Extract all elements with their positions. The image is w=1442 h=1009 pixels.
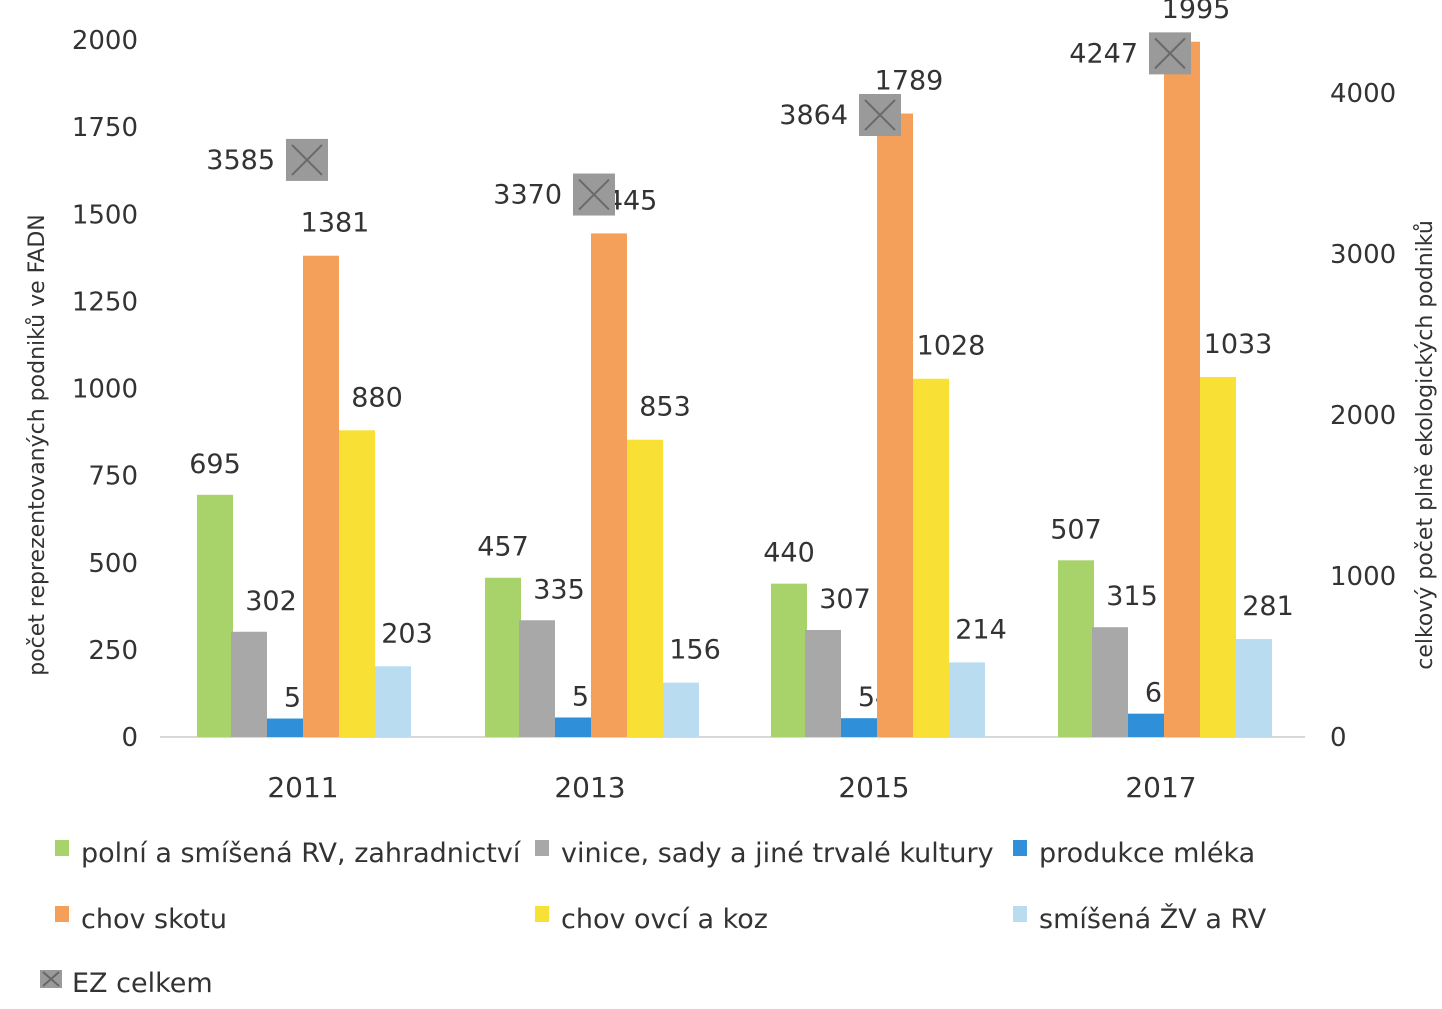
data-label: 457 — [477, 532, 529, 563]
y-tick-label: 1250 — [72, 287, 138, 317]
legend-label: polní a smíšená RV, zahradnictví — [81, 838, 522, 869]
data-label: 307 — [819, 584, 871, 615]
bar-mleko — [555, 717, 591, 737]
legend-label: smíšená ŽV a RV — [1039, 903, 1267, 935]
legend-marker-cross — [42, 971, 60, 987]
bar-vinice — [805, 630, 841, 737]
legend-swatch-smisena — [1013, 906, 1027, 922]
data-label: 507 — [1050, 514, 1102, 545]
ez-marker — [286, 138, 328, 181]
y-tick-label: 500 — [88, 549, 138, 579]
x-tick-label: 2011 — [267, 771, 338, 804]
bar-mleko — [267, 718, 303, 737]
legend-label: produkce mléka — [1039, 838, 1255, 869]
data-label: 853 — [639, 392, 691, 423]
data-label: 880 — [351, 382, 403, 413]
ez-data-label: 3370 — [493, 180, 562, 211]
y-tick-label: 0 — [121, 723, 138, 753]
bar-ovce — [627, 439, 663, 737]
bar-skot — [1164, 41, 1200, 738]
y2-tick-label: 1000 — [1330, 562, 1396, 592]
bar-mleko — [1128, 713, 1164, 737]
y-tick-label: 2000 — [72, 26, 138, 56]
data-label: 1033 — [1204, 329, 1273, 360]
data-label: 440 — [763, 538, 815, 569]
x-tick-label: 2015 — [838, 771, 909, 804]
data-label: 315 — [1106, 581, 1158, 612]
legend-label: EZ celkem — [72, 968, 213, 999]
y-tick-label: 750 — [88, 462, 138, 492]
bar-skot — [591, 233, 627, 738]
bar-polni — [197, 494, 233, 737]
bar-skot — [303, 255, 339, 737]
bar-vinice — [231, 631, 267, 737]
data-label: 1381 — [301, 208, 370, 239]
data-label: 156 — [669, 635, 721, 666]
legend-label: vinice, sady a jiné trvalé kultury — [561, 838, 994, 869]
data-label: 335 — [533, 574, 585, 605]
y-axis-title: počet reprezentovaných podniků ve FADN — [25, 214, 50, 676]
y2-tick-label: 2000 — [1330, 401, 1396, 431]
bar-smisena — [375, 666, 411, 737]
bar-ovce — [339, 430, 375, 737]
data-label: 1789 — [875, 66, 944, 97]
x-tick-label: 2013 — [554, 771, 625, 804]
bar-polni — [1058, 560, 1094, 737]
legend-label: chov skotu — [81, 904, 227, 935]
legend-swatch-mleko — [1013, 840, 1027, 856]
ez-marker-cross — [1154, 37, 1186, 70]
data-label: 302 — [245, 586, 297, 617]
y-tick-label: 1500 — [72, 200, 138, 230]
y-tick-label: 250 — [88, 636, 138, 666]
data-label: 695 — [189, 449, 241, 480]
legend-swatch-polni — [55, 840, 69, 856]
bar-smisena — [663, 682, 699, 737]
bar-vinice — [519, 620, 555, 737]
bar-smisena — [949, 662, 985, 737]
legend-swatch-ovce — [535, 906, 549, 922]
ez-marker-cross — [578, 178, 610, 211]
x-tick-label: 2017 — [1125, 771, 1196, 804]
ez-data-label: 3864 — [779, 100, 848, 131]
bar-polni — [771, 583, 807, 737]
data-label: 1995 — [1162, 0, 1231, 25]
ez-marker-cross — [291, 144, 323, 176]
ez-data-label: 4247 — [1069, 38, 1138, 69]
legend-swatch-vinice — [535, 840, 549, 856]
data-label: 281 — [1242, 591, 1294, 622]
bar-polni — [485, 577, 521, 737]
data-label: 214 — [955, 614, 1007, 645]
data-label: 203 — [381, 618, 433, 649]
ez-marker — [1149, 32, 1191, 75]
ez-marker — [859, 94, 901, 137]
bar-mleko — [841, 718, 877, 737]
bar-smisena — [1236, 639, 1272, 737]
y-tick-label: 1750 — [72, 113, 138, 143]
bar-ovce — [913, 378, 949, 737]
y2-tick-label: 3000 — [1330, 240, 1396, 270]
legend-label: chov ovcí a koz — [561, 904, 768, 935]
bar-skot — [877, 113, 913, 737]
legend-swatch-skot — [55, 906, 69, 922]
y2-tick-label: 0 — [1330, 723, 1347, 753]
y2-tick-label: 4000 — [1330, 79, 1396, 109]
y-tick-label: 1000 — [72, 375, 138, 405]
data-label: 1028 — [917, 331, 986, 362]
ez-marker — [573, 173, 615, 216]
ez-marker-cross — [864, 99, 896, 131]
bar-vinice — [1092, 627, 1128, 737]
bar-ovce — [1200, 376, 1236, 737]
y2-axis-title: celkový počet plně ekologických podniků — [1413, 220, 1438, 670]
ez-data-label: 3585 — [206, 145, 275, 176]
